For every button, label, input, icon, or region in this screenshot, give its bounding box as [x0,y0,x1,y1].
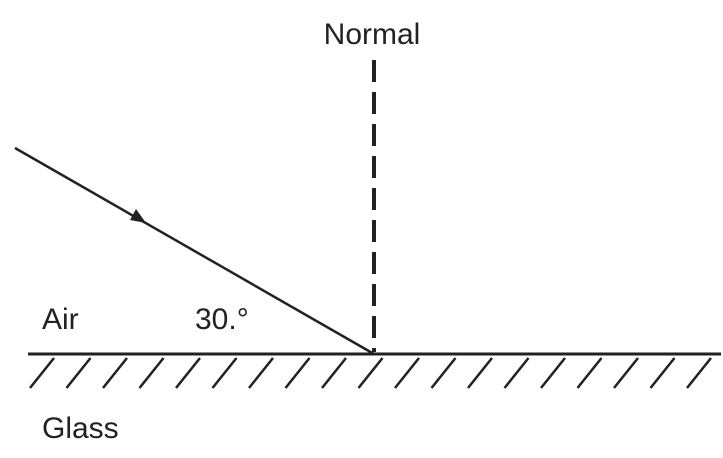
air-label: Air [42,303,79,336]
hatch-line [138,357,165,389]
ray-arrow [130,209,146,223]
hatch-line [102,357,128,389]
glass-label: Glass [42,412,119,445]
hatch-line [576,357,603,389]
surface-hatching [29,357,712,389]
hatch-line [65,357,92,389]
hatch-line [430,357,457,389]
hatch-line [686,357,712,389]
hatch-line [613,357,639,389]
hatch-line [321,357,347,389]
normal-label: Normal [324,18,421,51]
hatch-line [175,357,201,389]
angle-label: 30.° [195,303,249,336]
hatch-line [467,357,493,389]
hatch-line [284,357,311,389]
hatch-line [649,357,676,389]
hatch-line [29,357,55,389]
hatch-line [503,357,530,389]
hatch-line [357,357,384,389]
incident-ray [14,146,375,356]
hatch-line [394,357,420,389]
hatch-line [248,357,274,389]
hatch-line [211,357,238,389]
hatch-line [540,357,566,389]
